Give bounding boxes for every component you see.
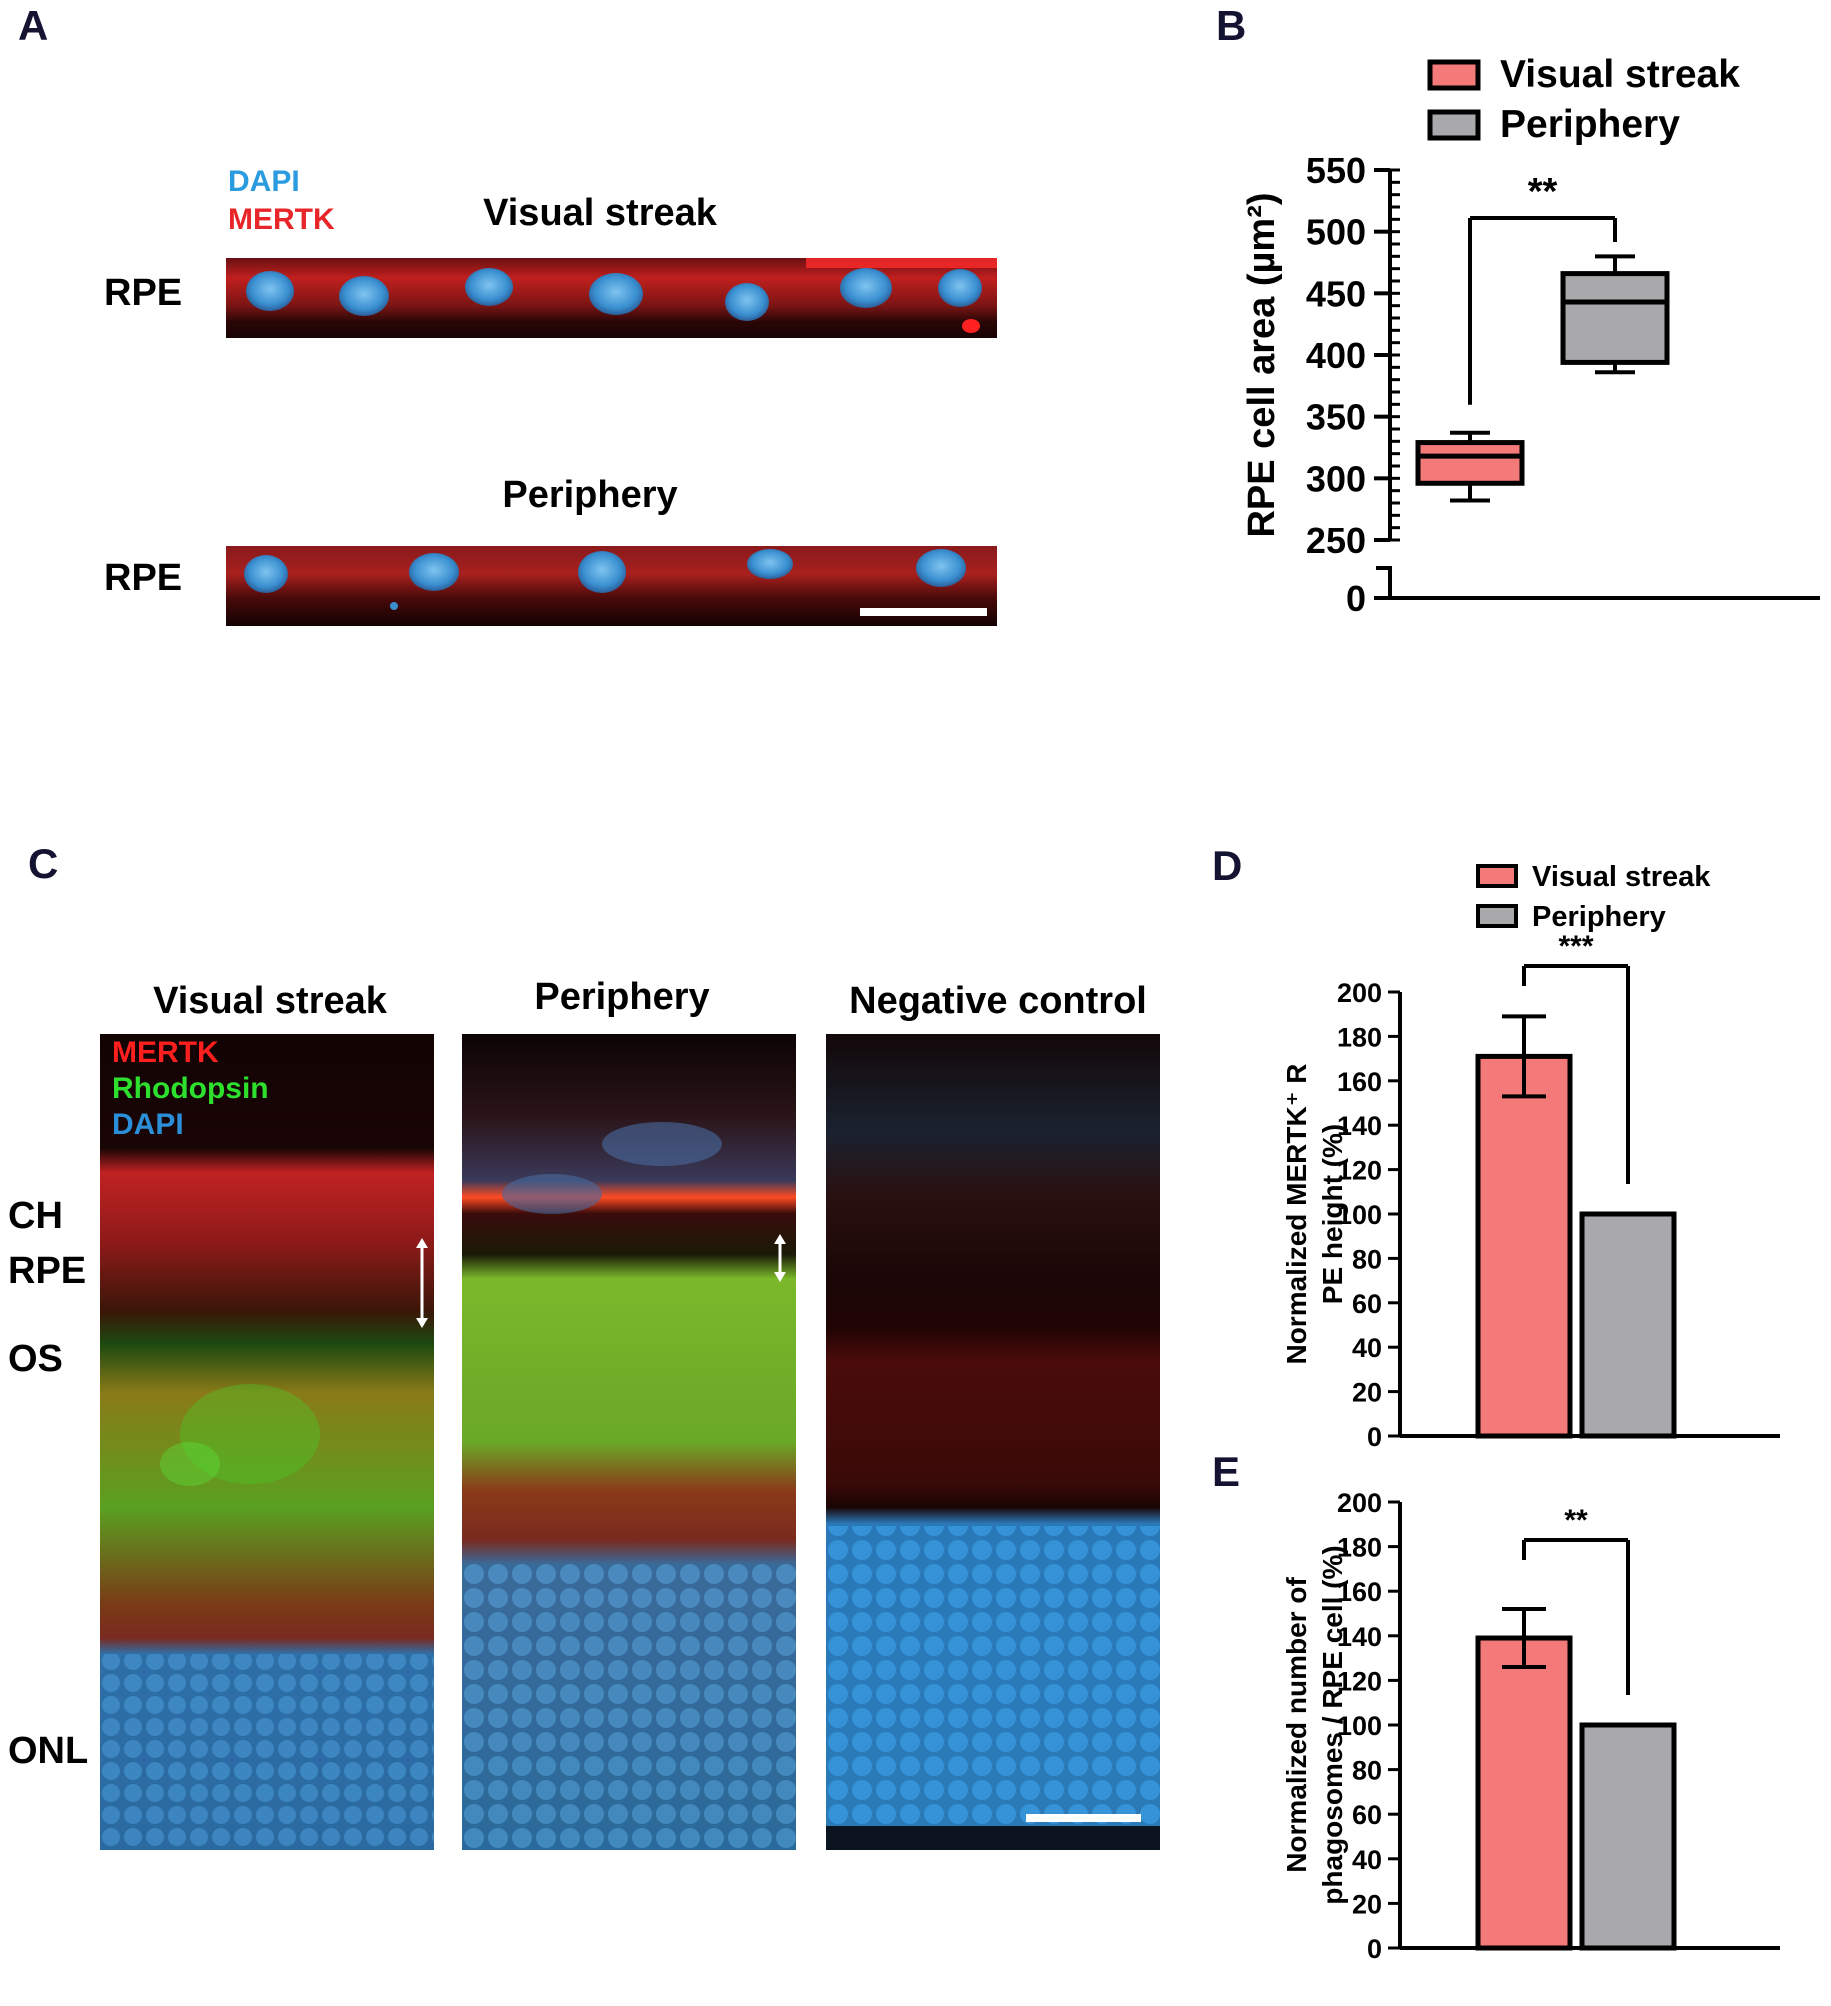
scale-bar xyxy=(860,608,987,616)
y-tick-label: 180 xyxy=(1337,1022,1382,1052)
y-tick-label: 60 xyxy=(1352,1800,1382,1830)
y-tick-label: 40 xyxy=(1352,1845,1382,1875)
stain-label-dapi: DAPI xyxy=(228,165,300,198)
y-tick-label: 20 xyxy=(1352,1889,1382,1919)
row-label-rpe-bottom: RPE xyxy=(104,557,183,599)
y-tick-label: 400 xyxy=(1306,335,1366,376)
legend-swatch xyxy=(1427,59,1481,91)
y-tick-label: 450 xyxy=(1306,273,1366,314)
layer-label-ch: CH xyxy=(8,1195,63,1237)
y-tick-label: 500 xyxy=(1306,212,1366,253)
micrograph-rpe-visual-streak xyxy=(226,258,997,338)
y-tick-label: 100 xyxy=(1337,1711,1382,1741)
micrograph-rpe-periphery xyxy=(226,546,997,626)
layer-label-onl: ONL xyxy=(8,1730,89,1772)
y-tick-label: 80 xyxy=(1352,1756,1382,1786)
y-tick-label: 200 xyxy=(1337,978,1382,1008)
box-periphery xyxy=(1560,271,1670,365)
micrograph-title-periphery: Periphery xyxy=(502,474,678,516)
legend-label: Periphery xyxy=(1500,103,1680,146)
bar-periphery xyxy=(1579,1722,1677,1951)
nucleus xyxy=(747,549,793,579)
y-tick-label: 0 xyxy=(1367,1934,1382,1964)
nucleus xyxy=(339,276,389,316)
layer-label-os: OS xyxy=(8,1338,63,1380)
significance-label: ** xyxy=(1564,1504,1588,1537)
y-tick-label: 80 xyxy=(1352,1244,1382,1274)
y-axis-title: RPE cell area (µm²) xyxy=(1241,192,1283,537)
micrograph-title-c-periphery: Periphery xyxy=(534,976,710,1018)
micrograph-retina-negative-control xyxy=(826,1034,1160,1850)
bar-chart-mertk-rpe-height: Visual streak Periphery 0 20 40 60 80 100 120 140… xyxy=(1281,861,1780,1450)
y-tick-label: 180 xyxy=(1337,1533,1382,1563)
micrograph-retina-periphery xyxy=(462,1034,796,1850)
y-tick-label: 350 xyxy=(1306,397,1366,438)
y-tick-label: 20 xyxy=(1352,1378,1382,1408)
box-plot-rpe-cell-area: Visual streak Periphery 0 250 300 350 400 450 50… xyxy=(1241,53,1820,619)
layer-label-rpe: RPE xyxy=(8,1250,87,1292)
legend-label: Visual streak xyxy=(1532,861,1711,893)
micrograph-retina-visual-streak: MERTK Rhodopsin DAPI xyxy=(100,1034,434,1850)
stain-label-rhodopsin-c: Rhodopsin xyxy=(112,1072,269,1105)
significance-label: ** xyxy=(1528,171,1558,213)
nucleus xyxy=(916,549,966,587)
legend-swatch xyxy=(1476,904,1518,928)
legend-swatch xyxy=(1427,109,1481,141)
y-tick-label: 250 xyxy=(1306,520,1366,561)
y-tick-label: 120 xyxy=(1337,1156,1382,1186)
nucleus xyxy=(578,551,626,593)
bar-visual-streak xyxy=(1475,1053,1573,1439)
nucleus xyxy=(244,555,288,593)
nucleus xyxy=(938,269,982,307)
legend-label: Visual streak xyxy=(1500,53,1740,96)
y-axis-title-line2: phagosomes / RPE cell (%) xyxy=(1317,1545,1348,1904)
y-tick-label: 160 xyxy=(1337,1067,1382,1097)
nucleus xyxy=(589,273,643,315)
nucleus xyxy=(246,271,294,311)
y-tick-label: 120 xyxy=(1337,1666,1382,1696)
y-tick-label: 140 xyxy=(1337,1111,1382,1141)
bar-periphery xyxy=(1579,1211,1677,1439)
micrograph-title-c-negative-control: Negative control xyxy=(849,980,1147,1022)
panel-letter-c: C xyxy=(28,840,59,887)
y-tick-label: 550 xyxy=(1306,150,1366,191)
y-tick-label: 300 xyxy=(1306,458,1366,499)
bar-chart-phagosomes: 0 20 40 60 80 100 120 140 160 180 200 Normalized nu… xyxy=(1281,1488,1780,1964)
panel-letter-e: E xyxy=(1212,1448,1241,1495)
stain-label-mertk-c: MERTK xyxy=(112,1036,219,1069)
y-axis-title-line2: PE height (%) xyxy=(1317,1124,1348,1304)
box-visual-streak xyxy=(1415,440,1525,486)
y-axis-title-line1: Normalized number of xyxy=(1281,1577,1312,1873)
nucleus xyxy=(465,268,513,306)
y-tick-label: 200 xyxy=(1337,1488,1382,1518)
y-tick-label: 60 xyxy=(1352,1289,1382,1319)
micrograph-title-c-visual-streak: Visual streak xyxy=(153,980,387,1022)
y-tick-label: 160 xyxy=(1337,1577,1382,1607)
row-label-rpe-top: RPE xyxy=(104,272,183,314)
y-tick-label: 140 xyxy=(1337,1622,1382,1652)
micrograph-title-visual-streak: Visual streak xyxy=(483,192,717,234)
nucleus xyxy=(725,283,769,321)
significance-label: *** xyxy=(1558,930,1593,963)
scale-bar xyxy=(1026,1814,1141,1822)
legend-swatch xyxy=(1476,864,1518,888)
y-axis-title-line1: Normalized MERTK⁺ R xyxy=(1281,1063,1312,1364)
panel-letter-b: B xyxy=(1216,2,1247,49)
nucleus xyxy=(840,268,892,308)
legend-label: Periphery xyxy=(1532,901,1666,933)
panel-letter-d: D xyxy=(1212,842,1243,889)
y-tick-label: 0 xyxy=(1367,1422,1382,1450)
y-tick-label: 40 xyxy=(1352,1333,1382,1363)
nucleus xyxy=(409,553,459,591)
bar-visual-streak xyxy=(1475,1635,1573,1951)
stain-label-dapi-c: DAPI xyxy=(112,1108,184,1141)
y-tick-label: 0 xyxy=(1346,578,1366,619)
y-tick-label: 100 xyxy=(1337,1200,1382,1230)
panel-letter-a: A xyxy=(18,2,49,49)
stain-label-mertk: MERTK xyxy=(228,203,335,236)
